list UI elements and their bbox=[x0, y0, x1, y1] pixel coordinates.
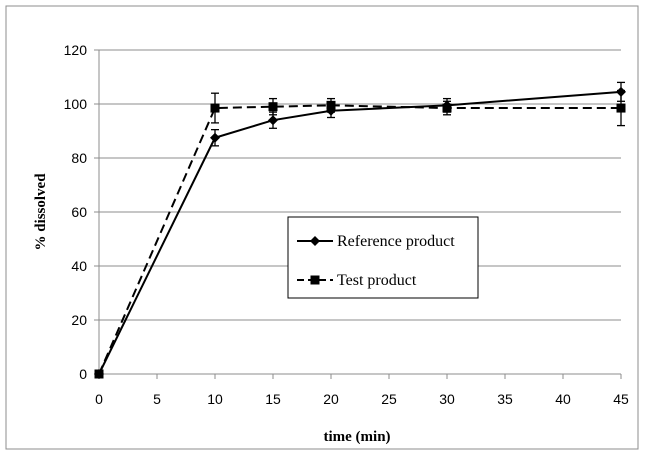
legend-marker-test-product bbox=[310, 275, 320, 285]
x-tick-label: 35 bbox=[497, 391, 513, 407]
reference-product-point bbox=[210, 132, 220, 143]
test-product-point bbox=[268, 102, 278, 112]
y-tick-label: 100 bbox=[64, 96, 88, 112]
legend-label-test-product: Test product bbox=[337, 272, 417, 289]
y-tick-label: 120 bbox=[64, 42, 88, 58]
y-tick-label: 40 bbox=[71, 258, 87, 274]
x-tick-label: 20 bbox=[323, 391, 339, 407]
test-product-line bbox=[98, 104, 621, 375]
reference-product-line bbox=[98, 90, 622, 375]
legend-box bbox=[287, 216, 479, 299]
x-tick-label: 30 bbox=[439, 391, 455, 407]
reference-product-point bbox=[268, 115, 278, 126]
test-product-point bbox=[616, 103, 626, 113]
reference-product-point bbox=[442, 100, 452, 111]
y-tick-label: 20 bbox=[71, 312, 87, 328]
x-tick-label: 40 bbox=[555, 391, 571, 407]
legend-label-reference-product: Reference product bbox=[337, 233, 455, 250]
axes: 0 20 40 60 80 100 120 0 5 10 15 20 25 30 35 40 45 bbox=[64, 42, 629, 407]
x-tick-label: 15 bbox=[265, 391, 281, 407]
test-product-point bbox=[210, 103, 220, 113]
reference-product-point bbox=[326, 105, 336, 116]
legend: Reference product Test product bbox=[287, 216, 479, 299]
reference-product-point bbox=[616, 86, 626, 97]
y-tick-label: 60 bbox=[71, 204, 87, 220]
x-tick-label: 10 bbox=[207, 391, 223, 407]
y-tick-label: 0 bbox=[79, 366, 87, 382]
series-group bbox=[94, 81, 626, 379]
x-axis-label: time (min) bbox=[323, 429, 390, 445]
grid bbox=[99, 49, 621, 321]
y-tick-label: 80 bbox=[71, 150, 87, 166]
x-tick-label: 45 bbox=[613, 391, 629, 407]
reference-product-series bbox=[94, 81, 626, 379]
y-axis-label: % dissolved bbox=[33, 173, 49, 251]
legend-marker-reference-product bbox=[310, 236, 320, 246]
reference-product-point bbox=[94, 369, 104, 379]
x-tick-label: 5 bbox=[153, 391, 161, 407]
x-tick-label: 25 bbox=[381, 391, 397, 407]
x-tick-label: 0 bbox=[95, 391, 103, 407]
